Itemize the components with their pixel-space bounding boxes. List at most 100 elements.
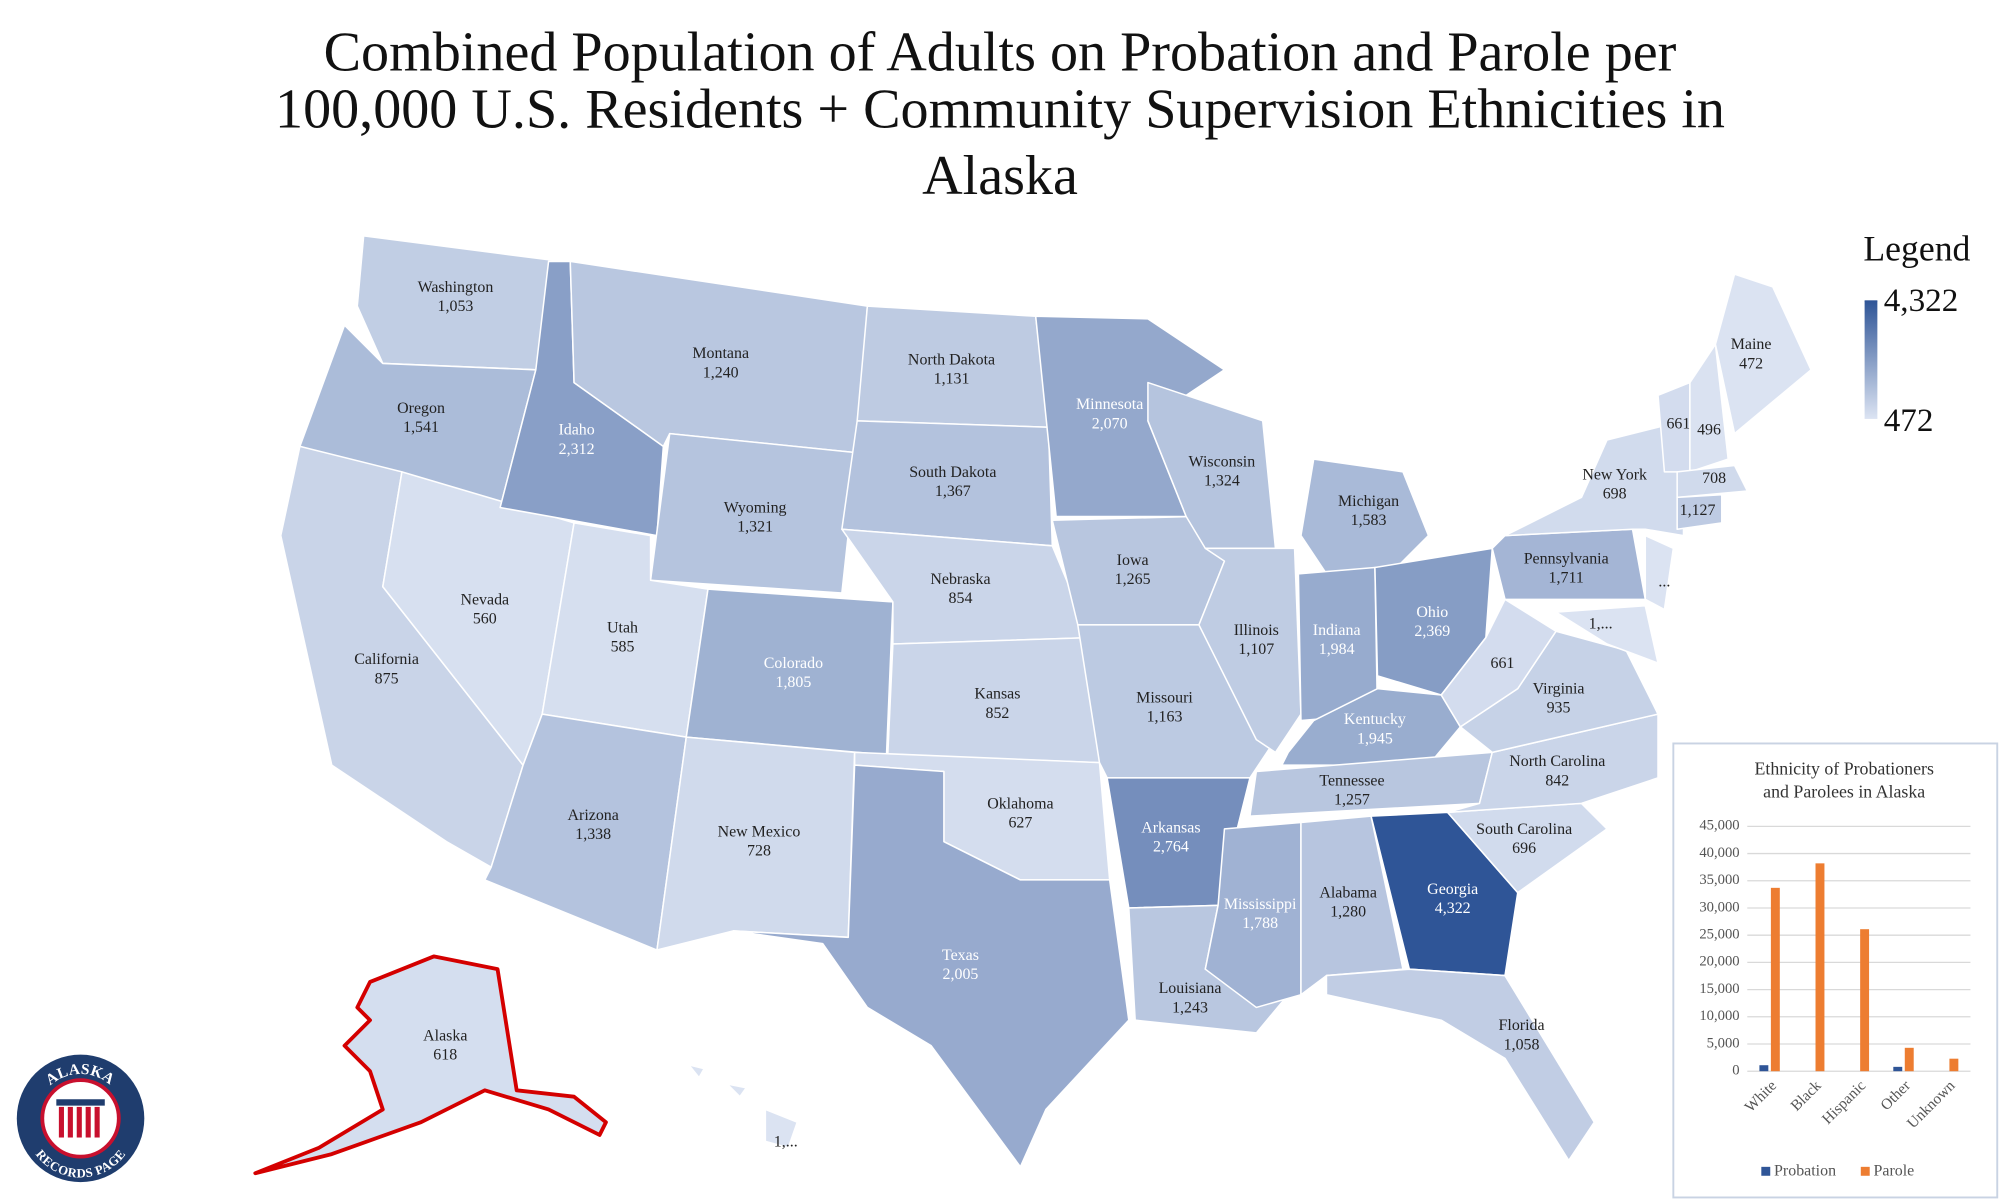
y-tick-label: 10,000 (1699, 1008, 1739, 1024)
y-tick-label: 40,000 (1699, 845, 1739, 861)
state-name: Wisconsin (1189, 454, 1256, 471)
bar (1860, 929, 1870, 1072)
state-shape (1325, 968, 1596, 1162)
chart-frame (1672, 742, 1999, 1199)
state-value: 1,583 (1351, 512, 1387, 529)
y-tick-label: 5,000 (1707, 1035, 1740, 1051)
logo-bar (56, 1099, 105, 1106)
state-shape (1689, 343, 1729, 473)
state-name: Maine (1731, 336, 1772, 353)
y-tick-label: 45,000 (1699, 818, 1739, 834)
chart-title: Ethnicity of Probationers (1755, 758, 1934, 778)
state-name: Georgia (1427, 881, 1478, 898)
state-value: 1,788 (1242, 915, 1278, 932)
state-value: 842 (1545, 772, 1569, 789)
state-value: 1,338 (575, 826, 611, 843)
state-name: South Carolina (1476, 821, 1572, 838)
bar (1759, 1065, 1769, 1072)
state-name: Oregon (397, 400, 445, 417)
state-name: Idaho (558, 422, 594, 439)
state-shape (688, 1064, 705, 1079)
state-value: 1,805 (775, 674, 811, 691)
y-tick-label: 25,000 (1699, 927, 1739, 943)
state-value: 1,321 (737, 519, 773, 536)
state-name: North Carolina (1509, 753, 1605, 770)
state-name: Nebraska (930, 571, 990, 588)
state-value: 560 (473, 610, 497, 627)
legend-label: Probation (1774, 1163, 1836, 1180)
state-value: 2,005 (943, 966, 979, 983)
state-value: 585 (611, 638, 635, 655)
state-value: 696 (1512, 840, 1536, 857)
state-value: 4,322 (1435, 900, 1471, 917)
state-value: 1,541 (403, 419, 439, 436)
y-tick-label: 20,000 (1699, 954, 1739, 970)
state-name: South Dakota (909, 464, 996, 481)
state-value: 1,945 (1357, 730, 1393, 747)
state-value: 708 (1702, 470, 1726, 487)
state-value: 852 (985, 705, 1009, 722)
state-name: Kentucky (1344, 711, 1406, 728)
state-value: 1,... (1589, 616, 1613, 633)
state-shape (764, 1108, 799, 1149)
title: Combined Population of Adults on Probati… (324, 21, 1677, 83)
state-name: Oklahoma (987, 795, 1053, 812)
state-shape (1676, 464, 1749, 499)
state-value: 1,240 (703, 364, 739, 381)
state-name: Michigan (1338, 493, 1399, 510)
logo-stripe (67, 1106, 73, 1138)
legend-swatch (1860, 1166, 1870, 1176)
state-name: Alabama (1319, 885, 1377, 902)
y-tick-label: 15,000 (1699, 981, 1739, 997)
state-value: 1,324 (1204, 473, 1240, 490)
state-name: Arkansas (1141, 820, 1200, 837)
state-name: Nevada (460, 591, 509, 608)
state-shape (1491, 528, 1647, 601)
state-value: 698 (1603, 485, 1627, 502)
state-name: Louisiana (1159, 980, 1222, 997)
state-value: 854 (949, 590, 973, 607)
state-name: Texas (942, 947, 979, 964)
state-value: 496 (1697, 422, 1721, 439)
state-shape (1370, 811, 1519, 977)
state-name: Ohio (1416, 604, 1448, 621)
title: Alaska (922, 145, 1078, 207)
bar (1949, 1058, 1959, 1072)
state-value: 1,127 (1680, 502, 1716, 519)
state-name: Pennsylvania (1524, 550, 1609, 567)
state-value: 875 (375, 670, 399, 687)
state-value: 935 (1547, 700, 1571, 717)
state-name: Washington (418, 279, 494, 296)
title: 100,000 U.S. Residents + Community Super… (275, 79, 1725, 141)
state-name: Illinois (1234, 622, 1279, 639)
state-name: Virginia (1533, 681, 1585, 698)
state-value: 1,058 (1504, 1036, 1540, 1053)
state-name: Mississippi (1224, 896, 1297, 913)
state-value: ... (1658, 573, 1670, 590)
state-value: 1,163 (1147, 709, 1183, 726)
state-name: New York (1582, 466, 1647, 483)
state-value: 2,764 (1153, 839, 1189, 856)
logo-stripe (94, 1106, 100, 1138)
state-name: Missouri (1136, 689, 1193, 706)
bar (1904, 1047, 1914, 1072)
state-shape (1714, 273, 1812, 435)
legend-bar (1864, 300, 1878, 419)
state-value: 1,... (774, 1133, 798, 1150)
chart-title: and Parolees in Alaska (1763, 781, 1925, 801)
state-value: 1,131 (934, 371, 970, 388)
legend-swatch (1761, 1166, 1771, 1176)
state-name: Utah (607, 619, 638, 636)
state-name: Montana (692, 345, 749, 362)
state-value: 1,243 (1172, 999, 1208, 1016)
y-tick-label: 30,000 (1699, 899, 1739, 915)
logo-stripe (76, 1106, 82, 1138)
state-shape (1676, 494, 1723, 530)
state-shape (253, 954, 608, 1176)
state-value: 2,312 (559, 441, 595, 458)
state-name: California (354, 651, 419, 668)
logo-stripe (85, 1106, 91, 1138)
state-value: 2,369 (1414, 623, 1450, 640)
state-value: 472 (1739, 355, 1763, 372)
